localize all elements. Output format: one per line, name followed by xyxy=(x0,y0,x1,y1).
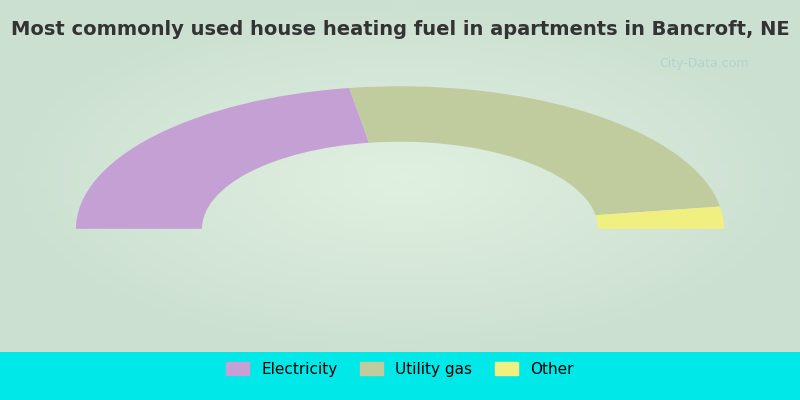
Wedge shape xyxy=(350,86,720,215)
Legend: Electricity, Utility gas, Other: Electricity, Utility gas, Other xyxy=(218,354,582,384)
Text: Most commonly used house heating fuel in apartments in Bancroft, NE: Most commonly used house heating fuel in… xyxy=(10,20,790,39)
Wedge shape xyxy=(595,206,724,229)
Wedge shape xyxy=(76,88,369,229)
Text: City-Data.com: City-Data.com xyxy=(659,57,749,70)
